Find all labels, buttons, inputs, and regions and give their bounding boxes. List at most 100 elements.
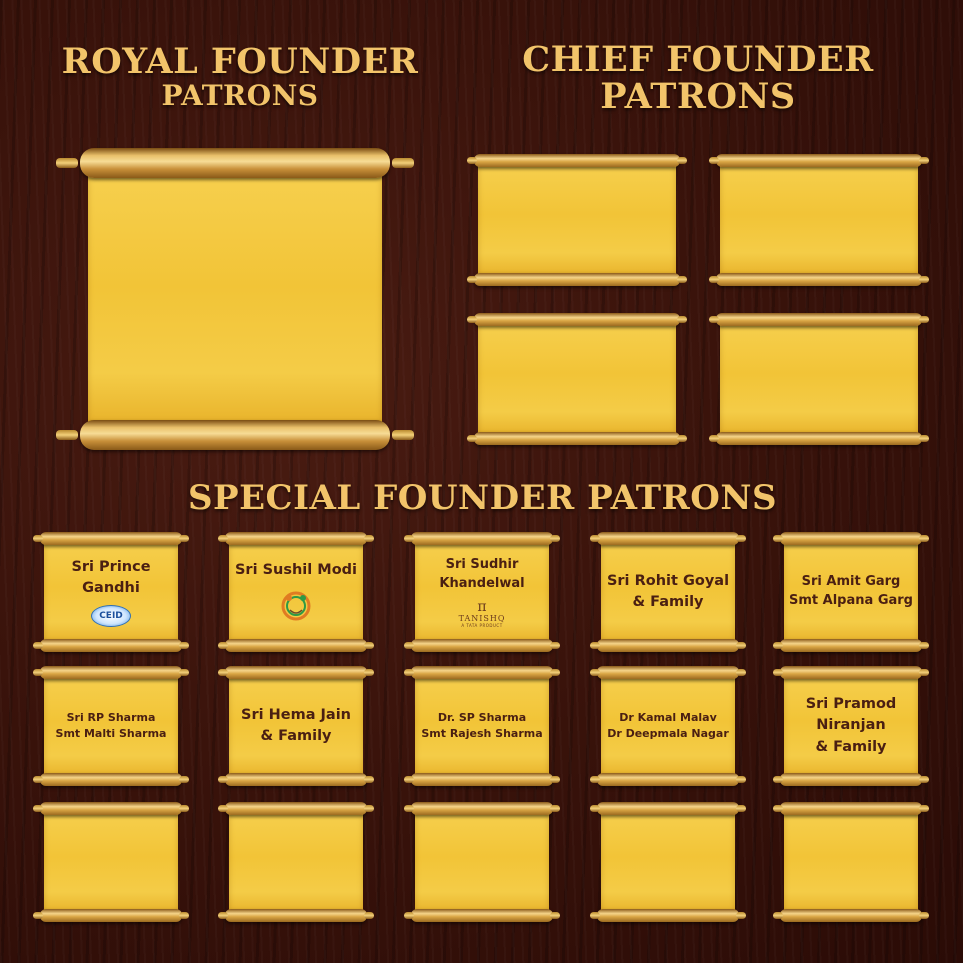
patron-name-line: Smt Alpana Garg: [789, 593, 913, 608]
scroll-top-rod: [33, 666, 189, 679]
special-scroll-paper: [601, 812, 735, 912]
scroll-bottom-rod: [709, 432, 929, 445]
scroll-top-rod: [218, 532, 374, 545]
scroll-bottom-rod: [467, 432, 687, 445]
chief-founder-heading: CHIEF FOUNDER PATRONS: [498, 39, 898, 117]
patron-name-line: Dr Deepmala Nagar: [607, 727, 729, 740]
patron-name-line: Sri Hema Jain: [241, 706, 351, 723]
patron-name-line: & Family: [632, 594, 704, 610]
special-patron-scroll-empty: [404, 802, 560, 922]
scroll-top-rod: [56, 148, 414, 178]
scroll-top-rod: [218, 802, 374, 815]
chief-heading-line2: PATRONS: [600, 75, 796, 117]
circle-emblem-icon: [281, 591, 311, 620]
special-patron-scroll: Sri Sushil Modi: [218, 532, 374, 652]
special-scroll-paper: Sri Sudhir Khandelwal π TANISHQ A TATA P…: [415, 542, 549, 642]
scroll-bottom-rod: [590, 909, 746, 922]
patron-name-line: Dr Kamal Malav: [619, 711, 717, 725]
special-scroll-paper: Sri Sushil Modi: [229, 542, 363, 642]
special-scroll-paper: Sri RP Sharma Smt Malti Sharma: [44, 676, 178, 776]
scroll-top-rod: [467, 313, 687, 326]
special-patron-scroll: Sri Pramod Niranjan & Family: [773, 666, 929, 786]
scroll-bottom-rod: [404, 773, 560, 786]
scroll-bottom-rod: [218, 639, 374, 652]
chief-scroll-paper: [720, 324, 918, 434]
patron-name-line: Sri Sudhir: [445, 557, 519, 573]
scroll-bottom-rod: [404, 909, 560, 922]
patron-name-line: Gandhi: [82, 580, 140, 596]
special-scroll-paper: Sri Prince Gandhi CEID: [44, 542, 178, 642]
special-scroll-paper: Dr Kamal Malav Dr Deepmala Nagar: [601, 676, 735, 776]
special-patron-scroll: Sri RP Sharma Smt Malti Sharma: [33, 666, 189, 786]
patron-name-line: Sri Amit Garg: [801, 574, 901, 590]
special-patron-scroll: Sri Hema Jain & Family: [218, 666, 374, 786]
scroll-bottom-rod: [218, 773, 374, 786]
ceid-logo-text: CEID: [91, 605, 131, 628]
special-patron-scroll-empty: [590, 802, 746, 922]
scroll-top-rod: [33, 802, 189, 815]
patron-name-line: Smt Rajesh Sharma: [421, 727, 543, 740]
special-patron-scroll: Sri Amit Garg Smt Alpana Garg: [773, 532, 929, 652]
patron-name-line: Sri RP Sharma: [66, 711, 156, 725]
chief-patron-scroll: [467, 313, 687, 445]
royal-founder-heading: ROYAL FOUNDER PATRONS: [40, 41, 440, 112]
chief-patron-scroll: [467, 154, 687, 286]
scroll-top-rod: [467, 154, 687, 167]
patron-name-line: Khandelwal: [439, 576, 525, 591]
special-founder-heading: SPECIAL FOUNDER PATRONS: [187, 478, 778, 518]
special-patron-scroll: Sri Prince Gandhi CEID: [33, 532, 189, 652]
special-patron-scroll: Dr. SP Sharma Smt Rajesh Sharma: [404, 666, 560, 786]
scroll-bottom-rod: [33, 909, 189, 922]
scroll-top-rod: [773, 532, 929, 545]
patron-name-line: Sri Rohit Goyal: [606, 572, 730, 589]
special-scroll-paper: Sri Hema Jain & Family: [229, 676, 363, 776]
special-patron-scroll-empty: [33, 802, 189, 922]
scroll-bottom-rod: [773, 639, 929, 652]
chief-patron-scroll: [709, 313, 929, 445]
special-patron-scroll: Sri Rohit Goyal & Family: [590, 532, 746, 652]
scroll-top-rod: [773, 802, 929, 815]
special-scroll-paper: Sri Amit Garg Smt Alpana Garg: [784, 542, 918, 642]
scroll-bottom-rod: [709, 273, 929, 286]
patron-name-line: Sri Prince: [71, 558, 151, 575]
royal-heading-line1: ROYAL FOUNDER: [61, 41, 419, 82]
royal-scroll-paper: [88, 176, 382, 422]
chief-scroll-paper: [478, 324, 676, 434]
scroll-bottom-rod: [590, 773, 746, 786]
scroll-top-rod: [33, 532, 189, 545]
scroll-top-rod: [590, 802, 746, 815]
scroll-bottom-rod: [404, 639, 560, 652]
scroll-top-rod: [404, 532, 560, 545]
ceid-logo: CEID: [91, 605, 131, 628]
tanishq-logo-text: TANISHQ: [458, 613, 506, 623]
royal-heading-line2: PATRONS: [161, 78, 319, 112]
scroll-top-rod: [709, 154, 929, 167]
patron-name-line: Smt Malti Sharma: [55, 727, 167, 740]
scroll-bottom-rod: [56, 420, 414, 450]
tanishq-mark: π: [477, 598, 487, 615]
special-scroll-paper: Dr. SP Sharma Smt Rajesh Sharma: [415, 676, 549, 776]
special-scroll-paper: Sri Rohit Goyal & Family: [601, 542, 735, 642]
scroll-bottom-rod: [773, 909, 929, 922]
special-scroll-paper: [229, 812, 363, 912]
tanishq-logo-subtext: A TATA PRODUCT: [461, 622, 503, 628]
scroll-bottom-rod: [218, 909, 374, 922]
patron-name-line: Niranjan: [816, 717, 886, 734]
special-patron-scroll: Dr Kamal Malav Dr Deepmala Nagar: [590, 666, 746, 786]
scroll-bottom-rod: [33, 639, 189, 652]
special-patron-scroll-empty: [218, 802, 374, 922]
scroll-bottom-rod: [590, 639, 746, 652]
patron-name-line: Sri Sushil Modi: [234, 562, 358, 579]
special-scroll-paper: [415, 812, 549, 912]
scroll-bottom-rod: [33, 773, 189, 786]
special-patron-scroll-empty: [773, 802, 929, 922]
tanishq-logo: π TANISHQ A TATA PRODUCT: [459, 600, 506, 628]
scroll-top-rod: [590, 666, 746, 679]
patron-name-line: & Family: [260, 728, 332, 744]
patron-name-line: Dr. SP Sharma: [437, 711, 527, 725]
special-scroll-paper: [44, 812, 178, 912]
chief-heading-line1: CHIEF FOUNDER: [522, 39, 874, 80]
patron-name-line: & Family: [815, 738, 887, 755]
scroll-top-rod: [709, 313, 929, 326]
scroll-top-rod: [590, 532, 746, 545]
